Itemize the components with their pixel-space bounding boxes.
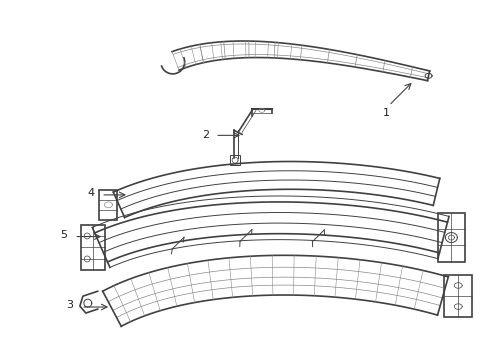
Text: 1: 1 xyxy=(382,108,390,117)
Text: 4: 4 xyxy=(88,188,95,198)
Text: 3: 3 xyxy=(66,300,73,310)
Text: 2: 2 xyxy=(202,130,209,140)
Text: 5: 5 xyxy=(60,230,67,239)
